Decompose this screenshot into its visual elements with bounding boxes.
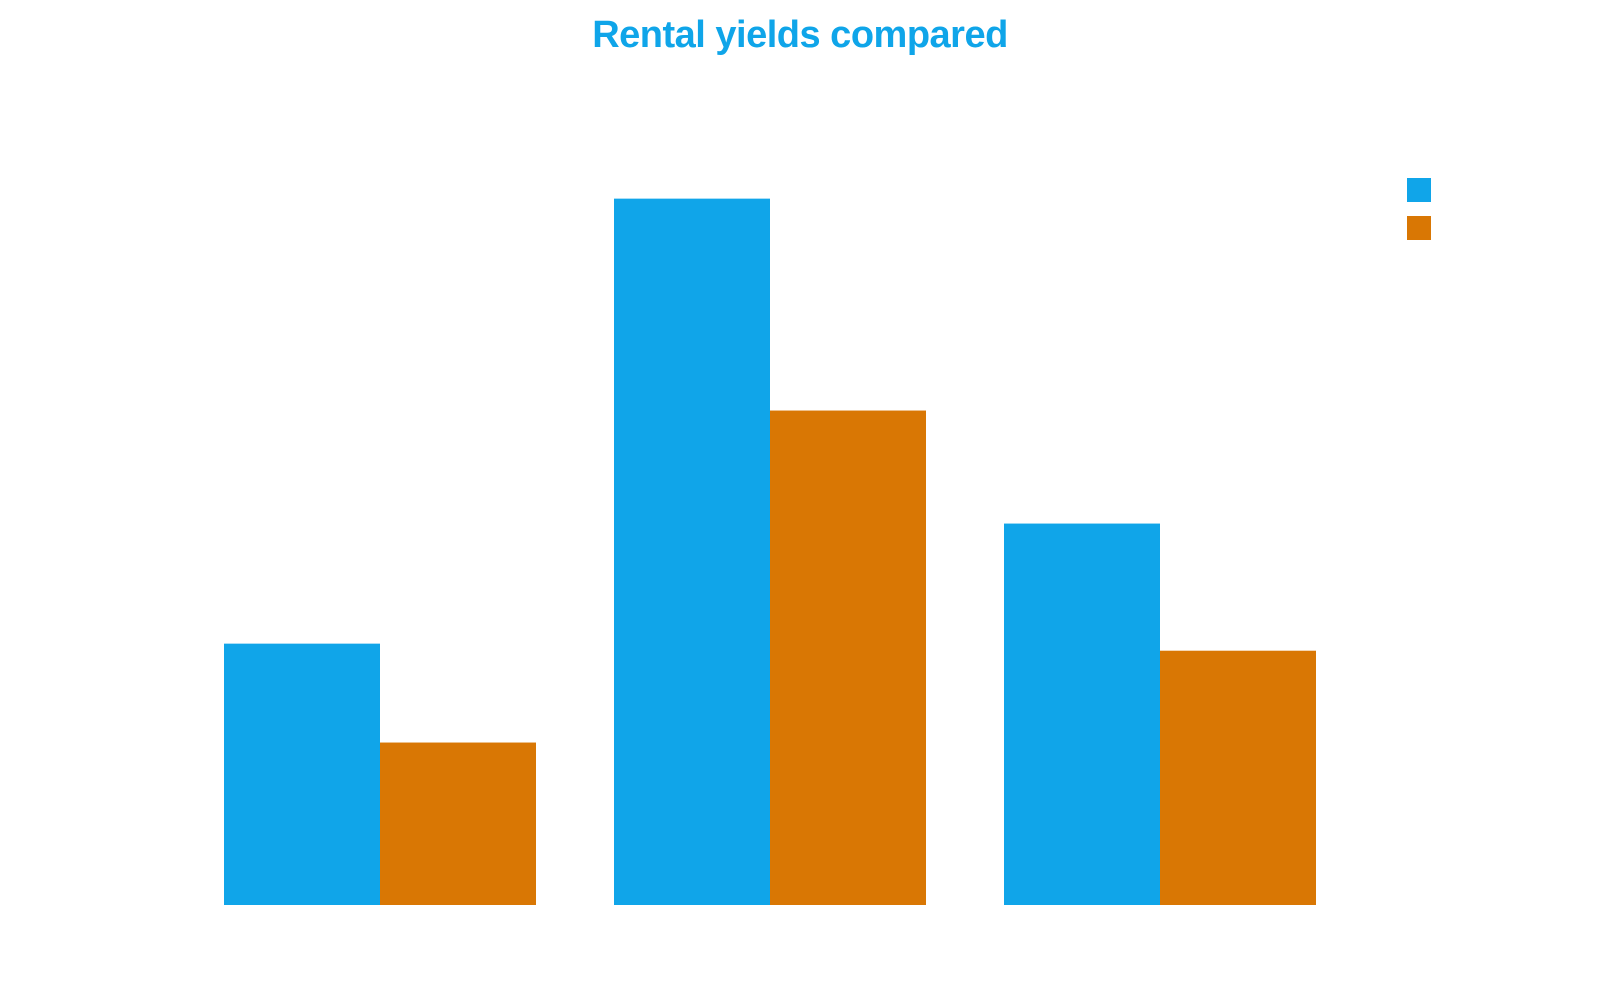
bar-series-2-category-1 (380, 742, 536, 905)
bar-series-2-category-3 (1160, 650, 1316, 905)
legend-swatch-series-1 (1407, 178, 1431, 202)
legend (1407, 178, 1431, 240)
bars-layer (224, 198, 1316, 906)
bar-series-1-category-1 (224, 643, 380, 905)
bar-series-1-category-3 (1004, 523, 1160, 905)
legend-swatch-series-2 (1407, 216, 1431, 240)
bar-series-1-category-2 (614, 198, 770, 906)
bar-series-2-category-2 (770, 410, 926, 905)
chart-title: Rental yields compared (592, 14, 1008, 56)
